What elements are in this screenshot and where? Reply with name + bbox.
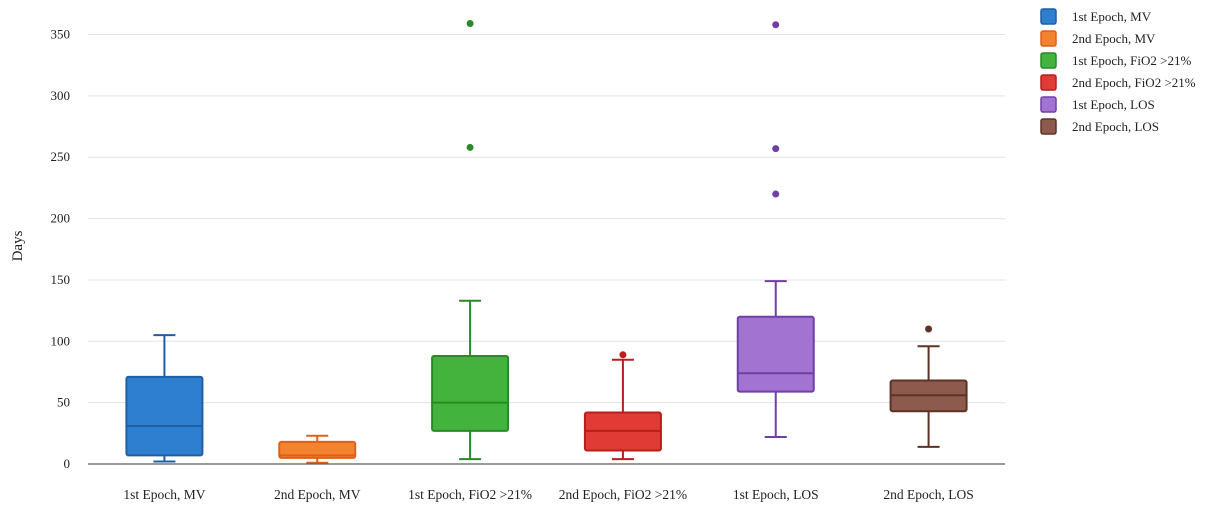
grid-lines — [88, 34, 1005, 404]
y-tick-label: 250 — [51, 149, 71, 164]
legend-label: 1st Epoch, MV — [1072, 9, 1152, 24]
legend: 1st Epoch, MV 2nd Epoch, MV 1st Epoch, FiO… — [1040, 8, 1196, 135]
box-group — [889, 325, 968, 448]
y-tick-label: 0 — [64, 456, 71, 471]
outlier-point — [772, 145, 780, 153]
outlier-point — [925, 325, 933, 333]
box-group — [736, 21, 815, 439]
legend-swatch — [1040, 8, 1057, 25]
category-label: 2nd Epoch, LOS — [883, 487, 973, 502]
y-tick-label: 200 — [51, 211, 71, 226]
y-axis-ticks: 0 50 100 150 200 250 300 350 — [51, 27, 71, 471]
legend-label: 2nd Epoch, FiO2 >21% — [1072, 75, 1196, 90]
box-group — [278, 434, 357, 464]
legend-label: 1st Epoch, FiO2 >21% — [1072, 53, 1191, 68]
legend-label: 2nd Epoch, MV — [1072, 31, 1156, 46]
y-tick-label: 150 — [51, 272, 71, 287]
legend-swatch — [1040, 96, 1057, 113]
box-group — [583, 351, 662, 461]
legend-swatch — [1040, 30, 1057, 47]
box — [736, 315, 815, 393]
legend-label: 2nd Epoch, LOS — [1072, 119, 1159, 134]
y-tick-label: 300 — [51, 88, 71, 103]
category-labels: 1st Epoch, MV 2nd Epoch, MV 1st Epoch, FiO… — [123, 487, 973, 502]
category-label: 1st Epoch, MV — [123, 487, 205, 502]
box — [125, 375, 204, 457]
category-label: 1st Epoch, FiO2 >21% — [408, 487, 532, 502]
legend-label: 1st Epoch, LOS — [1072, 97, 1155, 112]
outlier-point — [772, 190, 780, 198]
y-axis-label: Days — [10, 230, 26, 261]
category-label: 2nd Epoch, MV — [274, 487, 361, 502]
box — [431, 355, 510, 432]
box — [278, 440, 357, 459]
y-tick-label: 50 — [57, 395, 70, 410]
box-group — [125, 334, 204, 463]
outlier-point — [466, 19, 474, 27]
outlier-point — [619, 351, 627, 359]
boxes — [125, 19, 968, 464]
legend-swatch — [1040, 52, 1057, 69]
legend-swatch — [1040, 74, 1057, 91]
box-group — [431, 19, 510, 461]
y-tick-label: 100 — [51, 333, 71, 348]
category-label: 2nd Epoch, FiO2 >21% — [559, 487, 687, 502]
outlier-point — [772, 21, 780, 29]
category-label: 1st Epoch, LOS — [733, 487, 819, 502]
y-tick-label: 350 — [51, 27, 71, 42]
legend-swatch — [1040, 118, 1057, 135]
outlier-point — [466, 143, 474, 151]
